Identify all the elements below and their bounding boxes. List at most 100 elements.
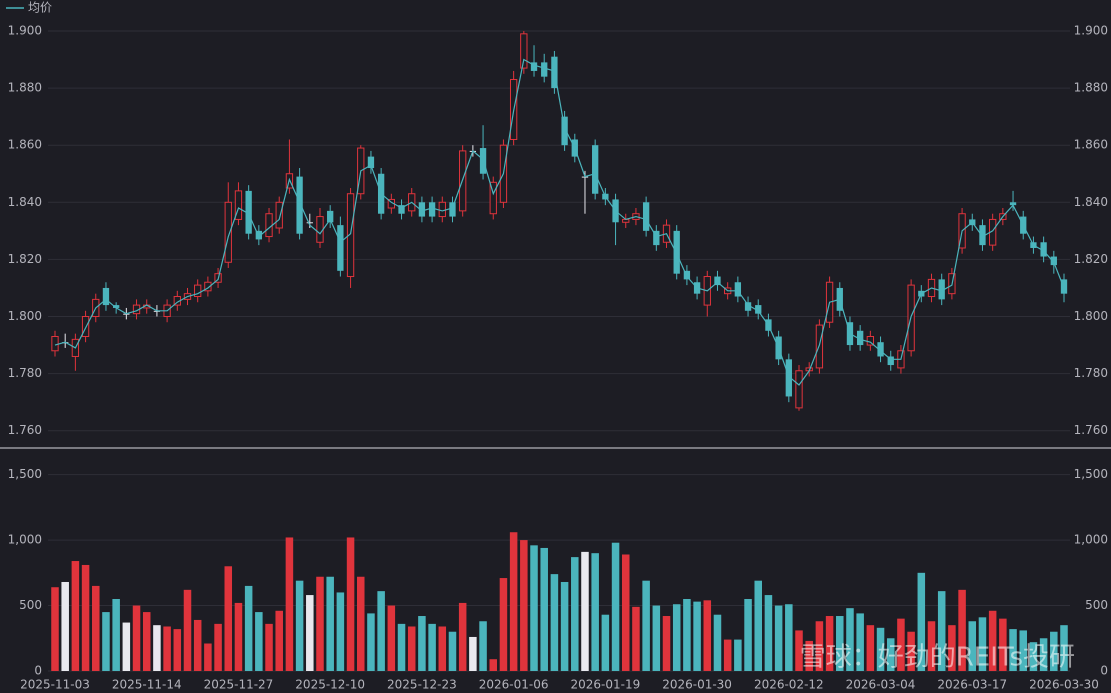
volume-bar: [1060, 625, 1068, 671]
volume-bar: [346, 537, 355, 671]
volume-bar: [407, 626, 416, 671]
candle-body: [234, 190, 243, 220]
volume-bar: [611, 542, 620, 671]
candle-body: [592, 145, 599, 194]
candle-body: [275, 201, 283, 229]
candle-body: [653, 230, 660, 246]
candle-body: [714, 276, 721, 286]
candle-body: [51, 335, 59, 352]
volume-bar: [509, 532, 518, 671]
candle-body: [877, 342, 884, 357]
volume-bar: [1039, 638, 1048, 671]
volume-bar: [856, 613, 864, 671]
watermark: 雪球：好劲的REITs投研: [800, 643, 1075, 673]
y-tick-label: 1.800: [1074, 309, 1108, 323]
y-tick-label: 1.760: [1074, 423, 1108, 437]
volume-bar: [836, 616, 844, 671]
y-tick-label: 1.860: [8, 138, 42, 152]
volume-bar: [1029, 642, 1038, 671]
volume-bar: [672, 604, 681, 671]
volume-bar: [815, 621, 824, 671]
volume-bar: [723, 639, 732, 671]
x-tick-label: 2026-03-30: [1029, 678, 1099, 692]
candle-body: [346, 193, 355, 278]
candle-body: [428, 202, 436, 217]
y-tick-label: 500: [1085, 598, 1108, 612]
candle-body: [418, 202, 426, 217]
candle-body: [642, 202, 650, 231]
candle-body: [367, 156, 375, 169]
volume-bar: [886, 638, 895, 671]
volume-bar: [550, 574, 559, 671]
volume-bar: [621, 554, 630, 671]
y-tick-label: 1,500: [1074, 467, 1108, 481]
volume-bar: [754, 580, 763, 671]
volume-bar: [591, 553, 599, 671]
volume-bar: [642, 580, 650, 671]
volume-bar: [173, 629, 182, 671]
volume-bar: [489, 659, 498, 671]
candle-body: [520, 33, 528, 69]
x-tick-label: 2026-01-19: [570, 678, 640, 692]
volume-bar: [652, 605, 661, 671]
x-tick-label: 2025-12-10: [295, 678, 365, 692]
volume-bar: [204, 643, 212, 671]
volume-bar: [703, 600, 712, 671]
candle-body: [296, 176, 303, 234]
volume-bar: [255, 612, 263, 671]
volume-bar: [479, 621, 487, 671]
volume-bar: [683, 599, 691, 671]
volume-bar: [51, 587, 59, 671]
volume-bar: [713, 614, 722, 671]
volume-bar: [866, 625, 875, 671]
candle-body: [734, 282, 742, 297]
candle-body: [224, 201, 232, 263]
candle-body: [337, 225, 344, 271]
volume-bar: [795, 630, 803, 671]
candle-body: [979, 225, 986, 246]
volume-bar: [876, 627, 885, 671]
volume-bar: [937, 591, 946, 671]
y-tick-label: 0: [34, 664, 42, 678]
x-tick-label: 2026-02-12: [754, 678, 824, 692]
y-tick-label: 1.820: [8, 252, 42, 266]
volume-bar: [326, 576, 334, 671]
volume-bar: [61, 581, 69, 671]
average-line: [54, 58, 1065, 386]
volume-bar: [1009, 629, 1017, 671]
candle-body: [489, 181, 497, 215]
volume-bar: [560, 581, 569, 671]
volume-bar: [744, 599, 752, 671]
volume-bar: [632, 606, 640, 671]
volume-bar: [968, 621, 977, 671]
volume-bar: [1050, 631, 1058, 671]
volume-bar: [805, 640, 813, 671]
volume-bar: [316, 576, 324, 671]
x-tick-label: 2026-01-06: [479, 678, 549, 692]
volume-bar: [999, 618, 1007, 671]
volume-bar: [377, 591, 385, 671]
candle-body: [755, 305, 762, 314]
y-tick-label: 1.840: [8, 195, 42, 209]
x-tick-label: 2026-03-17: [937, 678, 1007, 692]
y-tick-label: 1.880: [1074, 81, 1108, 95]
y-tick-label: 1,500: [8, 467, 42, 481]
volume-bar: [734, 639, 742, 671]
volume-bar: [224, 566, 233, 671]
volume-bar: [428, 623, 436, 671]
candle-body: [938, 279, 945, 300]
candle-body: [316, 216, 324, 243]
volume-bar: [356, 576, 365, 671]
y-tick-label: 1.800: [8, 309, 42, 323]
volume-bar: [306, 595, 314, 671]
candle-body: [887, 356, 894, 366]
volume-bar: [469, 636, 477, 671]
volume-bar: [112, 599, 120, 671]
candle-body: [327, 210, 334, 223]
y-tick-label: 1.880: [8, 81, 42, 95]
y-tick-label: 0: [1100, 664, 1108, 678]
volume-bar: [601, 614, 610, 671]
volume-bar: [336, 592, 345, 671]
volume-bar: [571, 557, 579, 671]
